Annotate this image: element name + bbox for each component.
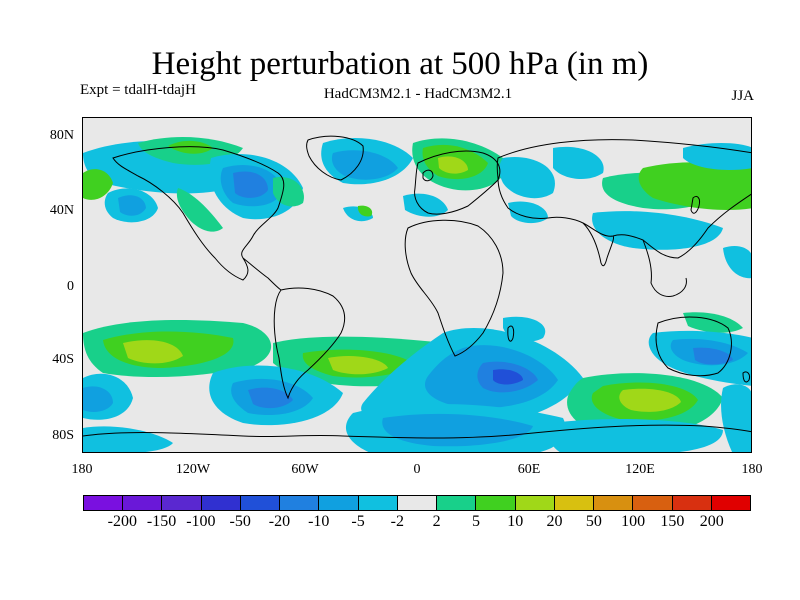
lat-tick-label: 0 xyxy=(67,279,74,294)
colorbar-label: -200 xyxy=(107,513,137,530)
colorbar-box xyxy=(672,496,712,510)
season-label: JJA xyxy=(731,88,754,104)
anomaly-contour xyxy=(123,340,183,364)
colorbar-label: -100 xyxy=(186,513,216,530)
anomaly-fields xyxy=(83,136,751,452)
africa-coast xyxy=(404,219,504,357)
lat-tick-label: 80N xyxy=(49,128,74,143)
anomaly-contour xyxy=(168,140,213,154)
anomaly-contour xyxy=(357,205,373,217)
anomaly-contour xyxy=(683,312,743,333)
colorbar-label: -50 xyxy=(229,513,251,530)
colorbar-box xyxy=(319,496,359,510)
anomaly-contour xyxy=(553,146,604,180)
north-america-coast xyxy=(112,146,285,281)
anomaly-contour xyxy=(548,418,723,452)
lon-tick-label: 180 xyxy=(71,462,93,477)
anomaly-contour xyxy=(331,150,398,180)
new-zealand-coast xyxy=(742,371,750,383)
colorbar-box xyxy=(358,496,398,510)
coastlines xyxy=(83,135,751,439)
colorbar-label: 100 xyxy=(621,513,646,530)
anomaly-contour xyxy=(619,388,681,412)
anomaly-contour xyxy=(233,171,268,198)
anomaly-contour xyxy=(328,356,388,375)
anomaly-contour xyxy=(176,188,223,232)
anomaly-contour xyxy=(493,369,523,385)
lon-tick-label: 120E xyxy=(625,462,655,477)
colorbar-label: -10 xyxy=(308,513,330,530)
anomaly-contour xyxy=(403,193,448,217)
madagascar-coast xyxy=(507,325,515,342)
colorbar-box xyxy=(84,496,124,510)
experiment-label: Expt = tdalH-tdajH xyxy=(80,82,196,98)
anomaly-contour xyxy=(438,156,468,174)
anomaly-contour xyxy=(592,211,723,250)
lon-tick-label: 120W xyxy=(175,462,211,477)
models-label: HadCM3M2.1 - HadCM3M2.1 xyxy=(323,86,513,102)
map-svg xyxy=(83,135,751,452)
colorbar-label: 2 xyxy=(432,513,441,530)
anomaly-contour xyxy=(83,426,173,452)
lon-tick-label: 0 xyxy=(413,462,421,477)
japan-coast xyxy=(690,195,700,214)
colorbar-label: -5 xyxy=(351,513,365,530)
lon-tick-label: 180 xyxy=(741,462,763,477)
antarctica-coast xyxy=(83,424,751,439)
colorbar-box xyxy=(123,496,163,510)
colorbar xyxy=(83,495,751,511)
colorbar-box xyxy=(201,496,241,510)
colorbar-label: -20 xyxy=(268,513,291,530)
colorbar-box xyxy=(554,496,595,510)
colorbar-label: 5 xyxy=(471,513,480,530)
anomaly-contour xyxy=(83,386,113,412)
colorbar-box xyxy=(476,496,516,510)
central-america-coast xyxy=(242,257,282,291)
lat-tick-label: 40N xyxy=(49,203,74,218)
colorbar-box xyxy=(240,496,281,510)
colorbar-label: 10 xyxy=(507,513,524,530)
colorbar-label: -2 xyxy=(390,513,404,530)
map-panel xyxy=(82,117,752,453)
anomaly-contour xyxy=(721,384,751,452)
europe-coast xyxy=(414,150,501,215)
southeast-asia-coast xyxy=(642,239,687,297)
colorbar-box xyxy=(280,496,320,510)
colorbar-box xyxy=(711,496,750,510)
lat-tick-label: 80S xyxy=(52,428,74,443)
colorbar-box xyxy=(397,496,438,510)
colorbar-label: 20 xyxy=(546,513,563,530)
plot-title: Height perturbation at 500 hPa (in m) xyxy=(151,46,649,82)
colorbar-box xyxy=(515,496,555,510)
colorbar-box xyxy=(162,496,202,510)
colorbar-label: 50 xyxy=(585,513,602,530)
anomaly-contour xyxy=(499,157,555,199)
anomaly-contour xyxy=(118,195,146,216)
anomaly-contour xyxy=(248,387,293,409)
lon-tick-label: 60W xyxy=(291,462,319,477)
anomaly-contour xyxy=(638,162,751,210)
anomaly-contour xyxy=(693,347,733,365)
colorbar-label: 200 xyxy=(699,513,724,530)
colorbar-box xyxy=(633,496,673,510)
lat-tick-label: 40S xyxy=(52,352,74,367)
asia-coast xyxy=(496,139,751,259)
anomaly-contour xyxy=(723,246,751,279)
anomaly-contour xyxy=(508,201,548,224)
greenland-coast xyxy=(306,135,364,181)
anomaly-contour xyxy=(83,169,113,200)
colorbar-box xyxy=(594,496,634,510)
south-america-coast xyxy=(273,287,346,400)
uk-coast xyxy=(422,169,434,182)
colorbar-box xyxy=(437,496,477,510)
india-coast xyxy=(582,222,614,267)
lon-tick-label: 60E xyxy=(517,462,541,477)
colorbar-label: -150 xyxy=(146,513,177,530)
australia-coast xyxy=(655,316,732,377)
colorbar-label: 150 xyxy=(660,513,685,530)
